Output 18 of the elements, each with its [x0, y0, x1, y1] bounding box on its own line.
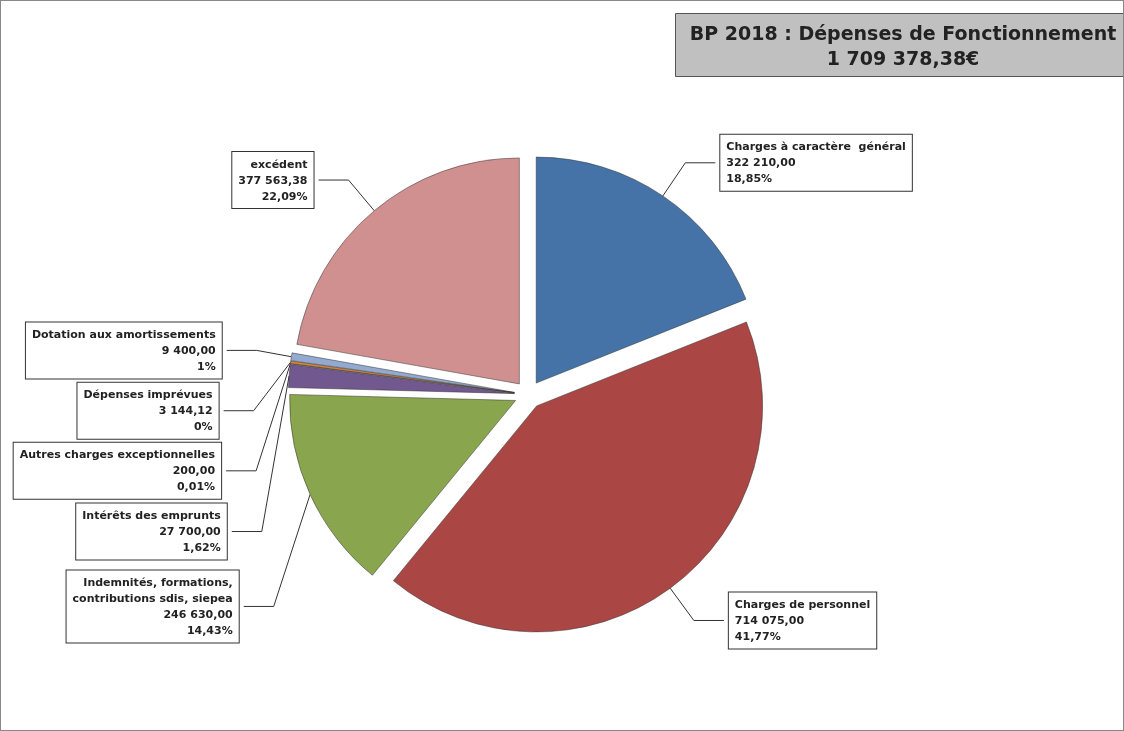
data-label: 246 630,00 14,43% — [163, 607, 234, 637]
slice-label: Intérêts des emprunts — [82, 509, 222, 523]
data-label: 377 563,38 22,09% — [238, 173, 308, 203]
slice-label: Autres charges exceptionnelles — [19, 448, 216, 462]
data-label: 714 075,00 41,77% — [734, 613, 805, 643]
chart-subtitle: 1 709 378,38€ — [826, 46, 980, 69]
slice-label: excédent — [250, 157, 308, 171]
slice-label: Indemnités, formations, contributions sdis, siepea — [72, 575, 233, 605]
data-label: 200,00 0,01% — [172, 464, 216, 494]
data-label: 322 210,00 18,85% — [726, 156, 796, 186]
data-label: 3 144,12 0% — [158, 404, 213, 434]
slice-label: Charges de personnel — [734, 597, 871, 611]
slice-label: Dépenses imprévues — [83, 388, 214, 402]
chart-title: BP 2018 : Dépenses de Fonctionnement — [689, 21, 1117, 44]
data-label: 9 400,00 1% — [161, 343, 217, 373]
data-label: 27 700,00 1,62% — [159, 525, 222, 555]
slice-label: Dotation aux amortissements — [31, 327, 217, 341]
slice-label: Charges à caractère général — [726, 140, 906, 154]
